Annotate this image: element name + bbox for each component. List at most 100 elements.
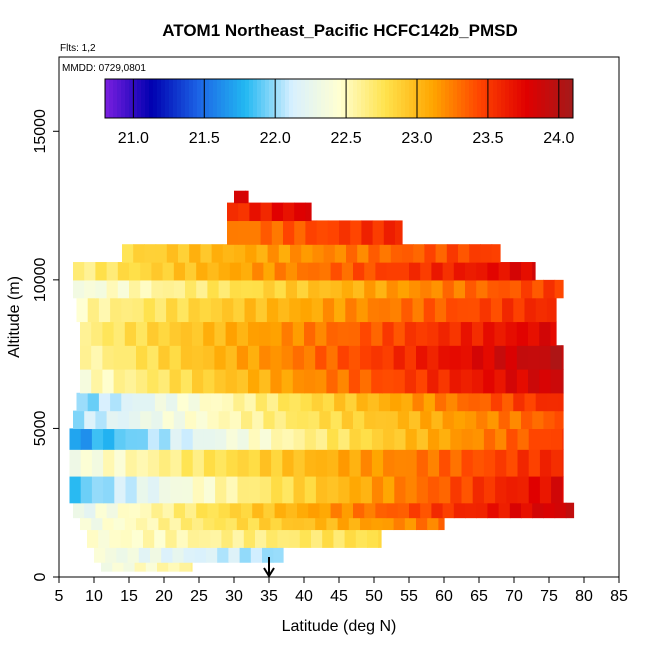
heatmap-cell bbox=[405, 449, 418, 477]
heatmap-cell bbox=[226, 428, 239, 450]
heatmap-cell bbox=[248, 345, 260, 370]
x-axis-label: Latitude (deg N) bbox=[282, 618, 397, 635]
heatmap-cell bbox=[360, 475, 373, 504]
heatmap-cell bbox=[221, 529, 234, 548]
heatmap-cell bbox=[339, 220, 351, 245]
heatmap-cell bbox=[285, 279, 298, 299]
heatmap-cell bbox=[528, 345, 540, 370]
heatmap-cell bbox=[539, 428, 552, 450]
heatmap-cell bbox=[206, 547, 218, 563]
heatmap-cell bbox=[120, 529, 133, 548]
heatmap-cell bbox=[528, 369, 540, 394]
heatmap-cell bbox=[304, 321, 316, 346]
heatmap-cell bbox=[460, 369, 473, 394]
heatmap-cell bbox=[80, 369, 92, 394]
colorbar-segment bbox=[425, 79, 430, 118]
heatmap-cell bbox=[136, 369, 148, 394]
heatmap-cell bbox=[439, 475, 451, 504]
heatmap-cell bbox=[326, 369, 339, 394]
colorbar-segment bbox=[337, 79, 342, 118]
heatmap-cell bbox=[543, 410, 556, 430]
heatmap-cell bbox=[472, 428, 485, 450]
heatmap-cell bbox=[386, 262, 399, 281]
heatmap-cell bbox=[292, 517, 305, 531]
heatmap-cell bbox=[382, 345, 395, 370]
heatmap-cell bbox=[446, 297, 458, 323]
heatmap-cell bbox=[301, 244, 313, 263]
heatmap-cell bbox=[539, 321, 551, 346]
heatmap-cell bbox=[244, 392, 257, 412]
heatmap-cell bbox=[442, 279, 455, 299]
heatmap-cell bbox=[494, 321, 507, 346]
heatmap-cell bbox=[483, 428, 496, 450]
heatmap-cell bbox=[505, 345, 518, 370]
heatmap-cell bbox=[263, 262, 276, 281]
heatmap-cell bbox=[450, 449, 463, 477]
heatmap-cell bbox=[122, 244, 134, 263]
colorbar-segment bbox=[253, 79, 258, 118]
heatmap-cell bbox=[273, 547, 284, 563]
heatmap-cell bbox=[498, 279, 511, 299]
heatmap-cell bbox=[259, 517, 271, 531]
heatmap-cell bbox=[453, 262, 466, 281]
heatmap-cell bbox=[322, 297, 335, 323]
colorbar-segment bbox=[213, 79, 218, 118]
heatmap-cell bbox=[101, 557, 113, 572]
heatmap-cell bbox=[304, 517, 316, 531]
colorbar-tick-label: 23.0 bbox=[401, 130, 432, 147]
heatmap-cell bbox=[353, 502, 365, 519]
heatmap-cell bbox=[123, 557, 136, 572]
heatmap-cell bbox=[509, 262, 522, 281]
heatmap-cell bbox=[259, 369, 271, 394]
heatmap-cell bbox=[379, 244, 392, 263]
colorbar-segment bbox=[417, 79, 422, 118]
heatmap-cell bbox=[401, 392, 414, 412]
heatmap-cell bbox=[330, 502, 343, 519]
heatmap-cell bbox=[233, 392, 246, 412]
colorbar-segment bbox=[421, 79, 426, 118]
heatmap-cell bbox=[528, 475, 541, 504]
heatmap-cell bbox=[154, 297, 167, 323]
heatmap-cell bbox=[183, 547, 196, 563]
heatmap-cell bbox=[177, 297, 190, 323]
y-tick-label: 15000 bbox=[32, 109, 49, 154]
heatmap-cell bbox=[192, 369, 204, 394]
heatmap-cell bbox=[438, 345, 451, 370]
heatmap-cell bbox=[245, 244, 257, 263]
heatmap-cell bbox=[243, 529, 256, 548]
heatmap-cell bbox=[551, 475, 563, 504]
heatmap-cell bbox=[203, 321, 215, 346]
heatmap-cell bbox=[232, 529, 245, 548]
heatmap-cell bbox=[136, 449, 149, 477]
heatmap-cell bbox=[173, 262, 186, 281]
heatmap-cell bbox=[397, 502, 410, 519]
heatmap-cell bbox=[554, 279, 564, 299]
heatmap-cell bbox=[304, 475, 317, 504]
heatmap-cell bbox=[491, 244, 501, 263]
x-tick-label: 45 bbox=[330, 588, 348, 605]
heatmap-cell bbox=[226, 475, 239, 504]
heatmap-cell bbox=[282, 449, 295, 477]
heatmap-cell bbox=[404, 345, 417, 370]
heatmap-cell bbox=[394, 428, 407, 450]
heatmap-cell bbox=[506, 449, 519, 477]
heatmap-cell bbox=[517, 475, 530, 504]
heatmap-cell bbox=[562, 449, 564, 477]
heatmap-cell bbox=[416, 475, 429, 504]
heatmap-cell bbox=[297, 279, 309, 299]
heatmap-cell bbox=[259, 345, 271, 370]
heatmap-cell bbox=[356, 297, 369, 323]
x-tick-label: 35 bbox=[260, 588, 278, 605]
heatmap-cell bbox=[341, 502, 354, 519]
heatmap-cell bbox=[158, 369, 171, 394]
heatmap-cell bbox=[483, 345, 495, 370]
x-tick-label: 5 bbox=[55, 588, 64, 605]
heatmap-cell bbox=[91, 449, 104, 477]
heatmap-cell bbox=[378, 529, 382, 548]
heatmap-cell bbox=[431, 410, 444, 430]
heatmap-cell bbox=[178, 244, 190, 263]
colorbar-segment bbox=[109, 79, 114, 118]
heatmap-cell bbox=[382, 369, 395, 394]
heatmap-cell bbox=[294, 202, 306, 222]
heatmap-cell bbox=[196, 262, 208, 281]
